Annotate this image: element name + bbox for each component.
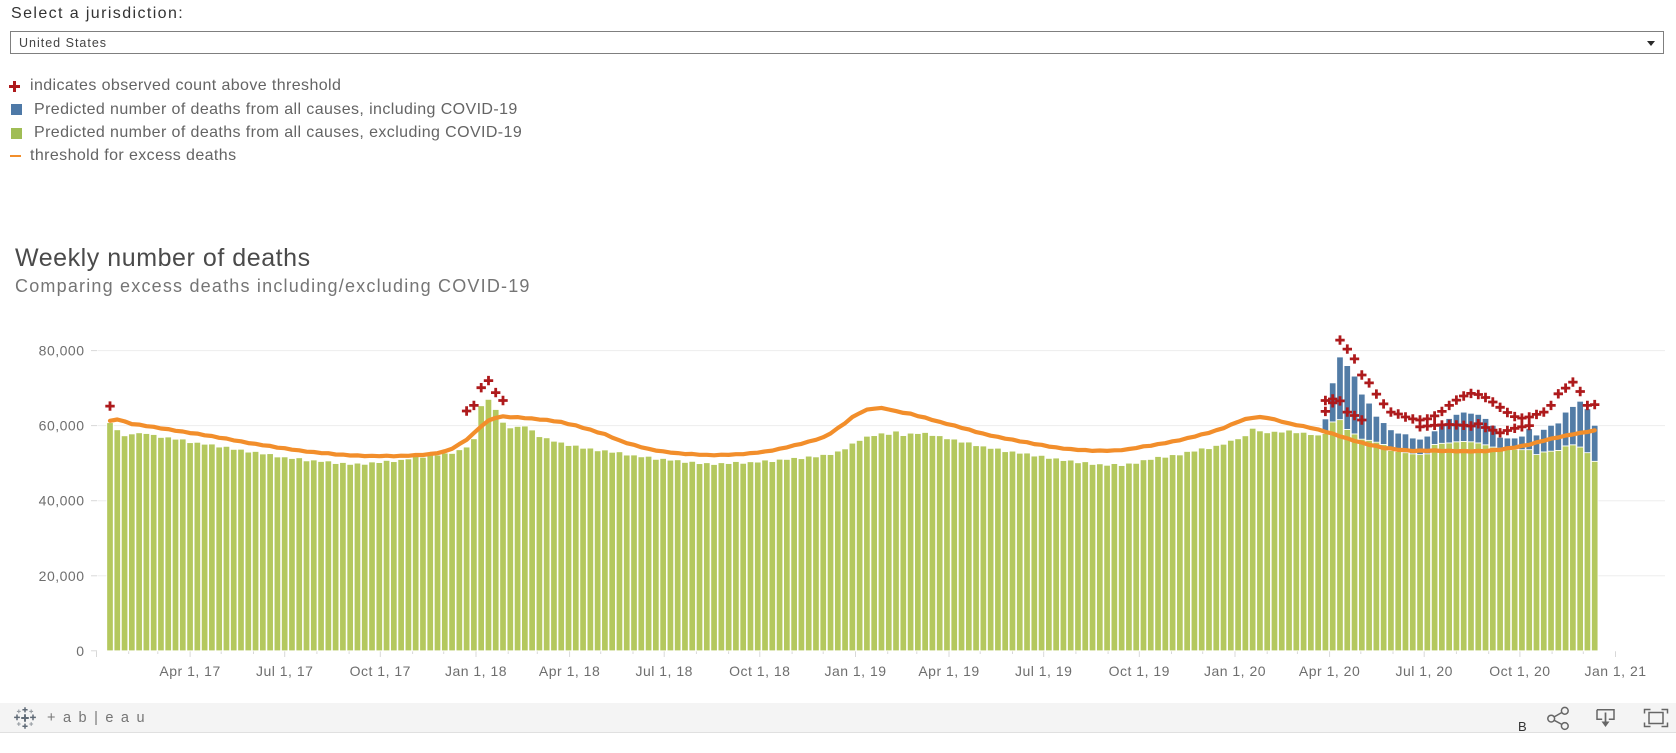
svg-text:Jan 1, 20: Jan 1, 20 [1204, 663, 1266, 679]
svg-text:80,000: 80,000 [39, 343, 85, 359]
svg-text:Oct 1, 19: Oct 1, 19 [1109, 663, 1170, 679]
svg-text:Oct 1, 17: Oct 1, 17 [350, 663, 411, 679]
svg-text:40,000: 40,000 [39, 493, 85, 509]
svg-text:Jul 1, 19: Jul 1, 19 [1015, 663, 1072, 679]
svg-text:Jul 1, 17: Jul 1, 17 [256, 663, 313, 679]
svg-text:Apr 1, 20: Apr 1, 20 [1299, 663, 1360, 679]
svg-text:Apr 1, 19: Apr 1, 19 [918, 663, 979, 679]
svg-text:Jan 1, 18: Jan 1, 18 [445, 663, 507, 679]
svg-text:Oct 1, 20: Oct 1, 20 [1489, 663, 1550, 679]
svg-text:60,000: 60,000 [39, 418, 85, 434]
svg-text:Jul 1, 18: Jul 1, 18 [635, 663, 692, 679]
svg-text:Jul 1, 20: Jul 1, 20 [1395, 663, 1452, 679]
svg-text:Apr 1, 17: Apr 1, 17 [159, 663, 220, 679]
svg-text:20,000: 20,000 [39, 568, 85, 584]
svg-text:Oct 1, 18: Oct 1, 18 [729, 663, 790, 679]
svg-text:0: 0 [76, 643, 84, 659]
svg-text:Jan 1, 21: Jan 1, 21 [1584, 663, 1646, 679]
svg-text:Jan 1, 19: Jan 1, 19 [824, 663, 886, 679]
svg-text:Apr 1, 18: Apr 1, 18 [539, 663, 600, 679]
